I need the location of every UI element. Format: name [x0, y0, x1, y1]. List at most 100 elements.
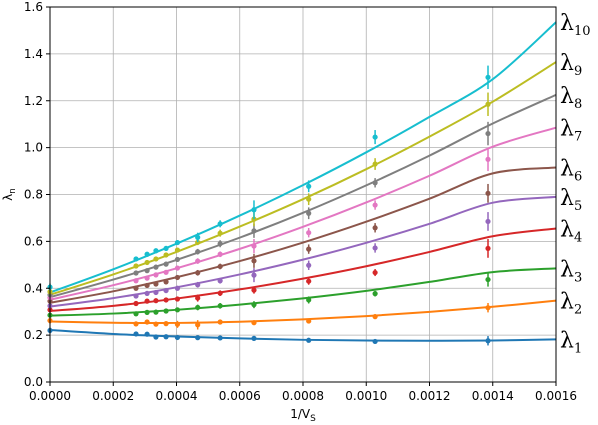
data-point [372, 202, 378, 208]
fit-curve-3 [49, 267, 557, 317]
data-point [144, 268, 150, 274]
data-point [144, 282, 150, 289]
series-label-7: λ7 [560, 117, 582, 145]
data-point [163, 252, 169, 258]
data-point [217, 251, 223, 257]
data-point [133, 285, 139, 291]
data-point [144, 319, 150, 325]
data-point [251, 302, 257, 308]
data-point [163, 269, 169, 275]
data-point [195, 270, 201, 276]
data-point [306, 278, 312, 284]
data-point [195, 239, 201, 245]
x-tick-label: 0.0014 [472, 389, 514, 403]
data-point [133, 263, 139, 269]
y-tick-label: 1.4 [24, 47, 43, 61]
y-axis-ticks: 0.0 0.2 0.4 0.6 0.8 1.0 1.2 1.4 1.6 [24, 0, 50, 389]
data-point [195, 304, 201, 311]
data-point [195, 335, 201, 341]
data-point [251, 258, 257, 264]
data-point [372, 245, 378, 251]
series-label-9: λ9 [560, 51, 582, 79]
data-point [174, 285, 181, 291]
data-point [144, 331, 150, 337]
data-point [485, 218, 491, 225]
x-tick-label: 0.0012 [409, 389, 451, 403]
data-point [217, 241, 223, 247]
data-point [306, 318, 312, 324]
data-point [217, 290, 223, 296]
y-tick-label: 0.2 [24, 328, 43, 342]
data-point [174, 334, 181, 341]
data-point [306, 230, 312, 236]
data-point [485, 276, 491, 283]
data-point [195, 282, 201, 288]
data-point [306, 210, 312, 216]
x-tick-label: 0.0002 [92, 389, 134, 403]
series-label-8: λ8 [560, 84, 582, 112]
data-point [153, 321, 159, 327]
data-point [485, 245, 491, 252]
data-point [153, 298, 159, 304]
data-point [372, 134, 378, 140]
data-point [133, 331, 139, 337]
x-axis-ticks: 0.0000 0.0002 0.0004 0.0006 0.0008 0.0010 0.00… [29, 382, 577, 403]
x-tick-label: 0.0016 [535, 389, 577, 403]
data-point [195, 322, 201, 328]
data-point [306, 196, 312, 202]
data-point [144, 298, 150, 304]
data-point [485, 190, 491, 196]
data-point [163, 308, 169, 314]
x-axis-label: 1/VS [290, 407, 316, 424]
y-tick-label: 1.0 [24, 141, 43, 155]
data-point [306, 262, 312, 268]
data-point [372, 161, 378, 167]
data-point [133, 311, 139, 317]
y-tick-label: 0.6 [24, 234, 43, 248]
data-markers [47, 65, 491, 346]
data-point [217, 278, 223, 284]
data-point [133, 321, 139, 327]
data-point [153, 264, 159, 270]
data-point [251, 228, 257, 234]
data-point [485, 130, 491, 137]
data-point [153, 272, 159, 278]
data-point [144, 251, 150, 257]
fit-curve-1 [49, 328, 557, 342]
y-tick-label: 1.6 [24, 0, 43, 14]
data-point [372, 225, 378, 231]
data-point [153, 248, 159, 254]
data-point [306, 183, 312, 189]
data-point [195, 295, 201, 301]
data-point [153, 334, 159, 340]
data-point [372, 180, 378, 186]
series-label-3: λ3 [560, 257, 582, 285]
fit-curve-9 [49, 61, 557, 296]
y-tick-label: 0.8 [24, 188, 43, 202]
data-point [372, 291, 378, 297]
data-point [144, 309, 150, 315]
data-point [306, 246, 312, 252]
y-tick-label: 1.2 [24, 94, 43, 108]
data-point [251, 335, 257, 342]
data-point [217, 319, 223, 325]
fit-curve-8 [49, 93, 557, 299]
data-point [153, 281, 159, 287]
data-point [251, 320, 257, 326]
fit-curve-2 [49, 299, 557, 325]
data-point [133, 300, 139, 307]
data-point [217, 263, 223, 270]
y-axis-label: λn [1, 188, 18, 201]
data-point [195, 249, 201, 255]
data-point [306, 297, 312, 303]
fit-curve-6 [49, 166, 557, 304]
data-point [133, 270, 139, 276]
y-tick-label: 0.0 [24, 375, 43, 389]
fit-curve-10 [49, 21, 557, 294]
series-label-5: λ5 [560, 186, 582, 214]
data-point [163, 287, 169, 294]
fit-curves [49, 21, 557, 342]
data-point [163, 334, 169, 340]
data-point [174, 265, 181, 271]
